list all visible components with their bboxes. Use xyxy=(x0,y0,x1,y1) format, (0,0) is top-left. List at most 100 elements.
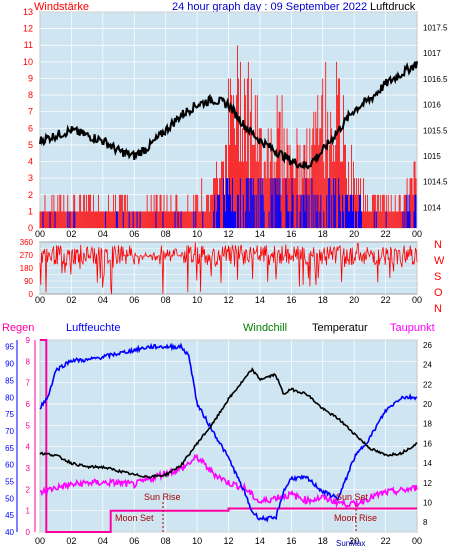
humidity-tick-label: 50 xyxy=(5,494,14,503)
pressure-tick-label: 1014 xyxy=(423,203,441,212)
pressure-tick-label: 1017 xyxy=(423,49,441,58)
x-tick-label-mid: 16 xyxy=(286,295,296,305)
legend-temperatur: Temperatur xyxy=(312,322,368,334)
wind-tick-label: 2 xyxy=(28,190,33,200)
x-tick-label-bottom: 16 xyxy=(286,536,296,546)
pressure-tick-label: 1014.5 xyxy=(423,178,448,187)
humidity-tick-label: 40 xyxy=(5,528,14,537)
x-tick-label-mid: 14 xyxy=(255,295,265,305)
x-tick-label-top: 12 xyxy=(223,229,233,239)
humidity-tick-label: 90 xyxy=(5,360,14,369)
x-tick-label-top: 18 xyxy=(318,229,328,239)
rain-tick-label: 1 xyxy=(26,507,31,516)
rain-tick-label: 4 xyxy=(26,443,31,452)
footer-label: SunMax xyxy=(336,539,365,548)
wind-tick-label: 9 xyxy=(28,73,33,83)
temperature-line xyxy=(39,367,418,479)
x-tick-label-mid: 10 xyxy=(192,295,202,305)
temp-tick-label: 14 xyxy=(423,459,432,468)
temp-tick-label: 22 xyxy=(423,380,432,389)
rain-tick-label: 2 xyxy=(26,485,31,494)
x-tick-label-top: 00 xyxy=(412,229,422,239)
wind-direction-line xyxy=(39,242,418,295)
humidity-line xyxy=(39,342,418,523)
legend-regen: Regen xyxy=(2,322,34,334)
x-tick-label-mid: 06 xyxy=(129,295,139,305)
x-tick-label-mid: 08 xyxy=(161,295,171,305)
x-tick-label-bottom: 22 xyxy=(381,536,391,546)
x-tick-label-bottom: 20 xyxy=(349,536,359,546)
humidity-tick-label: 65 xyxy=(5,444,14,453)
x-tick-label-bottom: 04 xyxy=(98,536,108,546)
temp-tick-label: 20 xyxy=(423,400,432,409)
dir-letter: O xyxy=(434,287,443,299)
header-center: 24 hour graph day : 09 September 2022 xyxy=(172,1,367,13)
temp-tick-label: 10 xyxy=(423,498,432,507)
pressure-tick-label: 1015 xyxy=(423,152,441,161)
x-tick-label-top: 16 xyxy=(286,229,296,239)
rain-tick-label: 7 xyxy=(26,379,31,388)
wind-tick-label: 10 xyxy=(23,57,33,67)
header-left: Windstärke xyxy=(34,1,89,13)
x-tick-label-top: 20 xyxy=(349,229,359,239)
rain-tick-label: 0 xyxy=(26,528,31,537)
sun-set-label: Sun Set xyxy=(336,492,369,502)
x-tick-label-bottom: 00 xyxy=(412,536,422,546)
pressure-tick-label: 1015.5 xyxy=(423,126,448,135)
x-tick-label-bottom: 10 xyxy=(192,536,202,546)
wind-tick-label: 8 xyxy=(28,90,33,100)
x-tick-label-mid: 20 xyxy=(349,295,359,305)
dir-letter: S xyxy=(434,271,441,283)
x-tick-label-mid: 00 xyxy=(35,295,45,305)
pressure-tick-label: 1016.5 xyxy=(423,75,448,84)
humidity-tick-label: 95 xyxy=(5,343,14,352)
rain-line xyxy=(40,339,417,533)
dewpoint-line xyxy=(39,453,418,509)
dir-tick-label: 180 xyxy=(20,264,34,273)
header-right: Luftdruck xyxy=(370,1,416,13)
rain-tick-label: 5 xyxy=(26,421,31,430)
wind-tick-label: 5 xyxy=(28,140,33,150)
temp-tick-label: 24 xyxy=(423,361,432,370)
dir-tick-label: 270 xyxy=(20,251,34,260)
sun-rise-label: Sun Rise xyxy=(144,492,181,502)
rain-tick-label: 6 xyxy=(26,400,31,409)
x-tick-label-mid: 00 xyxy=(412,295,422,305)
humidity-tick-label: 60 xyxy=(5,461,14,470)
x-tick-label-mid: 18 xyxy=(318,295,328,305)
wind-tick-label: 1 xyxy=(28,206,33,216)
x-tick-label-mid: 12 xyxy=(223,295,233,305)
dir-tick-label: 360 xyxy=(20,238,34,247)
x-tick-label-bottom: 08 xyxy=(161,536,171,546)
x-tick-label-top: 14 xyxy=(255,229,265,239)
x-tick-label-top: 02 xyxy=(66,229,76,239)
dir-letter: W xyxy=(434,255,445,267)
temp-tick-label: 16 xyxy=(423,439,432,448)
pressure-tick-label: 1017.5 xyxy=(423,23,448,32)
rain-tick-label: 3 xyxy=(26,464,31,473)
dir-letter: N xyxy=(434,303,442,315)
x-tick-label-bottom: 14 xyxy=(255,536,265,546)
x-tick-label-top: 06 xyxy=(129,229,139,239)
x-tick-label-bottom: 00 xyxy=(35,536,45,546)
humidity-tick-label: 75 xyxy=(5,410,14,419)
x-tick-label-bottom: 02 xyxy=(66,536,76,546)
humidity-tick-label: 80 xyxy=(5,393,14,402)
pressure-tick-label: 1016 xyxy=(423,101,441,110)
x-tick-label-bottom: 18 xyxy=(318,536,328,546)
temp-tick-label: 8 xyxy=(423,518,428,527)
legend-luftfeuchte: Luftfeuchte xyxy=(66,322,120,334)
rain-tick-label: 9 xyxy=(26,336,31,345)
x-tick-label-top: 10 xyxy=(192,229,202,239)
moon-set-label: Moon Set xyxy=(115,513,154,523)
temp-tick-label: 26 xyxy=(423,341,432,350)
x-tick-label-top: 22 xyxy=(381,229,391,239)
x-tick-label-top: 08 xyxy=(161,229,171,239)
x-tick-label-top: 00 xyxy=(35,229,45,239)
x-tick-label-mid: 02 xyxy=(66,295,76,305)
legend-windchill: Windchill xyxy=(243,322,287,334)
dir-letter: N xyxy=(434,239,442,251)
wind-tick-label: 4 xyxy=(28,157,33,167)
wind-tick-label: 3 xyxy=(28,173,33,183)
